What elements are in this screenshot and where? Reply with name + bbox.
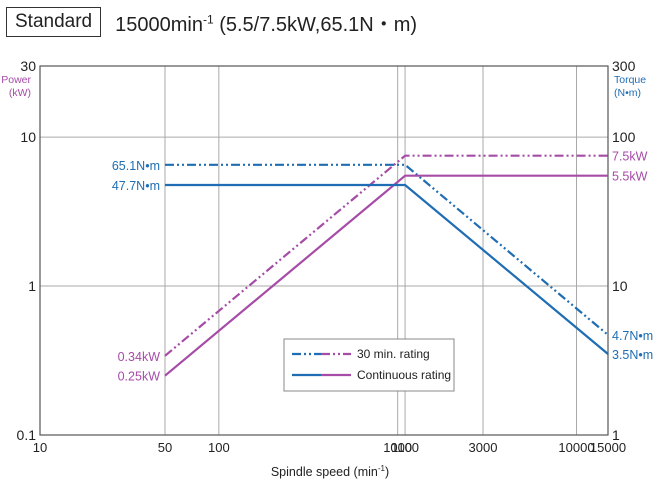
- data-label: 0.25kW: [118, 370, 161, 384]
- legend-box: [283, 338, 455, 392]
- right-axis-unit: (N•m): [614, 87, 641, 99]
- variant-label-box: Standard: [6, 7, 102, 37]
- series-power-dashdotdot: [164, 154, 608, 357]
- series-power-solid: [164, 174, 608, 377]
- x-tick-label: 100: [208, 440, 230, 455]
- series-torque-solid: [165, 183, 609, 355]
- data-label: 4.7N•m: [612, 329, 653, 343]
- legend-label: 30 min. rating: [357, 347, 430, 361]
- x-tick-label: 1000: [383, 440, 412, 455]
- axis-labels: Power(kW) Torque(N•m) Spindle speed (min-1…: [1, 74, 646, 479]
- right-y-tick-label: 300: [612, 58, 636, 74]
- x-tick-label: 1100: [391, 440, 419, 455]
- legend: 30 min. rating Continuous rating: [283, 338, 455, 392]
- annotations: 65.1N•m 47.7N•m 0.34kW 0.25kW 7.5kW 5.5kW 4.7N…: [112, 150, 653, 384]
- chart-heading: Standard 15000min-1 (5.5/7.5kW,65.1N・m): [6, 6, 417, 38]
- data-label: 0.34kW: [118, 350, 161, 364]
- x-tick-label: 10: [33, 440, 47, 455]
- right-y-tick-label: 10: [612, 278, 628, 294]
- left-axis-unit: (kW): [9, 87, 31, 99]
- data-label: 5.5kW: [612, 170, 648, 184]
- left-y-tick-label: 0.1: [17, 427, 37, 443]
- chart-title: 15000min-1 (5.5/7.5kW,65.1N・m): [115, 8, 417, 37]
- x-tick-label: 3000: [469, 440, 498, 455]
- x-tick-label: 15000: [590, 440, 626, 455]
- x-tick-label: 50: [158, 440, 172, 455]
- series-lines: [164, 154, 609, 377]
- right-y-tick-label: 1: [612, 427, 620, 443]
- plot-frame: [39, 65, 609, 436]
- title-superscript: -1: [202, 11, 214, 26]
- data-label: 3.5N•m: [612, 348, 653, 362]
- title-rest: (5.5/7.5kW,65.1N・m): [213, 13, 418, 36]
- data-label: 65.1N•m: [112, 159, 160, 173]
- right-y-tick-label: 100: [612, 129, 636, 145]
- left-y-tick-label: 30: [20, 58, 36, 74]
- left-y-tick-label: 1: [28, 278, 36, 294]
- left-axis-title: Power: [1, 74, 31, 86]
- legend-label: Continuous rating: [357, 368, 451, 382]
- x-axis-title: Spindle speed (min-1): [271, 464, 389, 479]
- x-tick-label: 10000: [558, 440, 594, 455]
- left-y-tick-label: 10: [20, 129, 36, 145]
- axes: [39, 65, 609, 436]
- data-label: 7.5kW: [612, 150, 648, 164]
- right-axis-title: Torque: [614, 74, 646, 86]
- data-label: 47.7N•m: [112, 179, 160, 193]
- title-main: 15000min: [115, 13, 203, 36]
